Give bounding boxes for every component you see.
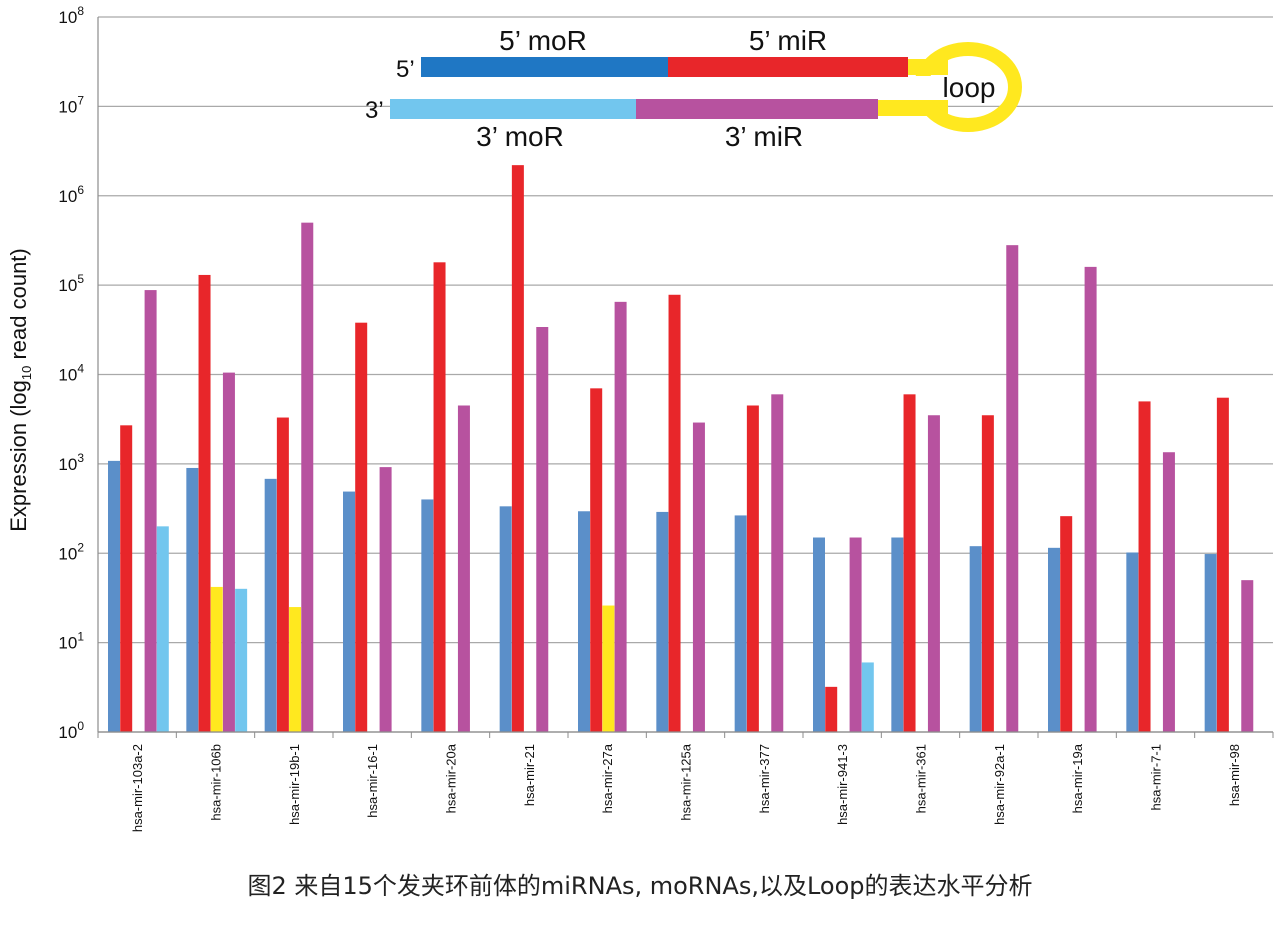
bar-three_miR [771,394,784,732]
bar-five_miR [198,274,211,732]
bar-five_moR [499,506,512,732]
x-tick-label: hsa-mir-27a [600,743,615,813]
bar-five_moR [734,515,747,732]
bar-three_miR [614,301,627,732]
bar-three_miR [536,326,549,732]
bar-three_miR [222,372,235,732]
y-tick-label: 106 [58,183,84,206]
bar-five_miR [981,415,994,732]
bar-five_moR [656,511,669,732]
bar-five_moR [1048,547,1060,732]
bar-five_miR [825,686,838,732]
hairpin-diagram: 5’ 3’ 5’ moR 5’ miR 3’ moR 3’ miR loop [365,25,1022,152]
bar-five_miR [433,262,446,732]
bar-loop [289,607,302,732]
bar-five_moR [186,467,199,732]
five-prime-label: 5’ [396,56,415,83]
loop-gap-cover [912,76,940,100]
bar-five_miR [746,405,759,732]
three-moR-label: 3’ moR [476,121,564,152]
bar-three_moR [156,526,169,732]
loop-label: loop [943,72,996,103]
bar-five_moR [1204,554,1217,732]
bar-five_miR [903,394,916,732]
y-tick-label: 102 [58,540,84,563]
x-tick-label: hsa-mir-361 [914,744,929,813]
bar-three_miR [692,422,705,732]
bar-five_moR [578,511,590,732]
bar-five_miR [511,165,524,732]
three-miR-bar [636,99,878,119]
five-miR-bar [668,57,908,77]
five-moR-label: 5’ moR [499,25,587,56]
y-tick-label: 107 [58,93,84,116]
y-tick-label: 105 [58,272,84,295]
figure-caption: 图2 来自15个发夹环前体的miRNAs, moRNAs,以及Loop的表达水平… [247,872,1033,900]
bar-five_moR [421,499,434,732]
x-tick-label: hsa-mir-106b [209,744,224,821]
bar-three_miR [849,537,862,732]
y-axis-title: Expression (log10 read count) [6,248,34,532]
three-miR-label: 3’ miR [725,121,803,152]
x-tick-label: hsa-mir-19a [1070,743,1085,813]
bar-five_moR [813,537,825,732]
bar-three_miR [1162,452,1175,732]
x-tick-label: hsa-mir-20a [444,743,459,813]
bar-five_miR [1060,516,1073,732]
bar-five_miR [668,294,681,732]
y-tick-label: 108 [58,4,84,27]
bar-three_miR [379,467,392,732]
bar-three_moR [235,588,248,732]
y-tick-label: 101 [58,630,84,653]
five-miR-label: 5’ miR [749,25,827,56]
x-tick-label: hsa-mir-103a-2 [130,744,145,832]
x-tick-label: hsa-mir-98 [1227,744,1242,806]
x-tick-label: hsa-mir-377 [757,744,772,813]
bar-five_moR [1126,552,1139,732]
bar-five_miR [355,322,368,732]
bar-five_moR [891,537,904,732]
bar-three_miR [1084,266,1097,732]
five-moR-bar [421,57,668,77]
y-tick-label: 100 [58,719,84,742]
x-tick-label: hsa-mir-19b-1 [287,744,302,825]
bar-three_miR [927,415,940,732]
y-tick-label: 103 [58,451,84,474]
y-axis-title-subscript: 10 [19,366,34,380]
bar-five_moR [343,491,355,732]
bar-series [108,165,1254,733]
bar-five_moR [264,478,277,732]
bar-five_miR [276,417,289,732]
three-prime-label: 3’ [365,97,384,124]
bar-three_miR [301,222,314,733]
three-moR-bar [390,99,636,119]
x-tick-label: hsa-mir-21 [522,744,537,806]
bar-five_moR [969,546,982,732]
y-tick-label: 104 [58,362,84,385]
bar-three_miR [1241,580,1254,732]
bar-three_miR [457,405,470,732]
y-tick-labels: 100 101 102 103 104 105 106 107 108 [58,4,84,742]
x-tick-label: hsa-mir-92a-1 [992,744,1007,825]
bar-five_miR [1216,397,1229,732]
x-axis [97,17,1274,738]
bar-loop [210,586,223,732]
bar-five_moR [108,460,120,732]
expression-chart: 100 101 102 103 104 105 106 107 108 hsa-mir-103a… [6,4,1274,832]
bar-five_miR [590,388,603,732]
bar-three_miR [144,290,157,732]
bar-loop [602,605,615,732]
x-tick-label: hsa-mir-7-1 [1149,744,1164,810]
x-tick-label: hsa-mir-125a [679,743,694,820]
x-tick-label: hsa-mir-16-1 [365,744,380,818]
bar-three_miR [1006,245,1019,732]
bar-five_miR [120,425,133,732]
bar-five_miR [1138,401,1151,732]
x-tick-labels: hsa-mir-103a-2 hsa-mir-106b hsa-mir-19b-1 h… [130,743,1242,832]
x-tick-label: hsa-mir-941-3 [835,744,850,825]
bar-three_moR [861,662,874,732]
